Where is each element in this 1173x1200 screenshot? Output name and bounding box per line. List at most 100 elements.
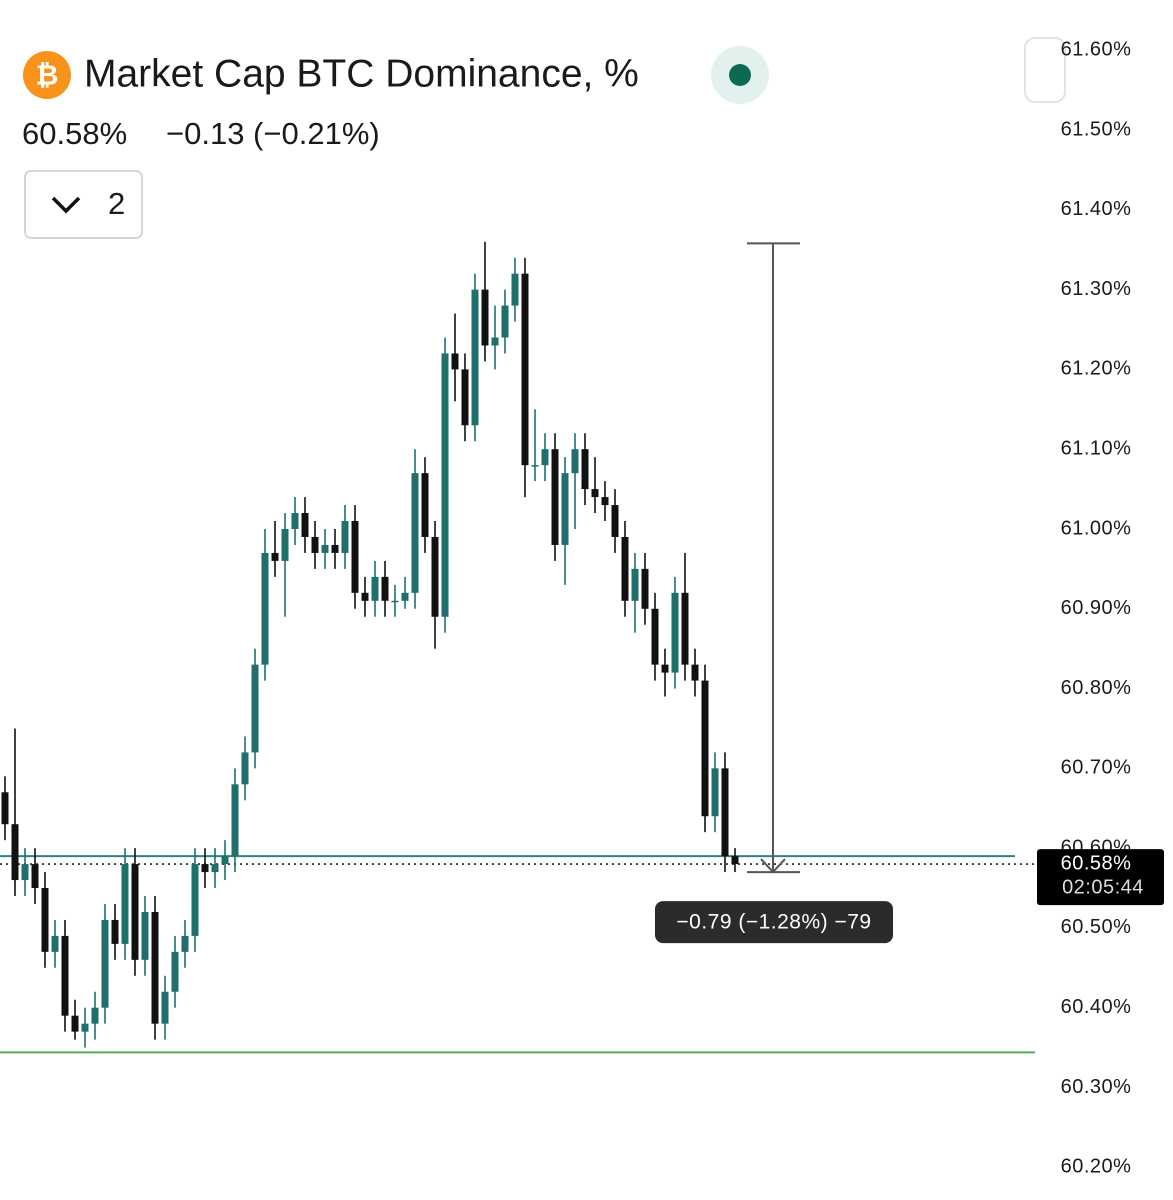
- candle-body: [251, 664, 259, 753]
- candle-body: [511, 273, 519, 306]
- y-tick-label: 60.70%: [1061, 757, 1132, 779]
- candle-body: [11, 824, 19, 881]
- price-tag: [1037, 849, 1164, 906]
- candle-body: [231, 784, 239, 857]
- y-tick-label: 60.50%: [1061, 916, 1132, 938]
- candle-body: [51, 935, 59, 952]
- candle-body: [281, 528, 289, 561]
- candle-body: [71, 1015, 79, 1032]
- y-tick-label: 60.30%: [1061, 1076, 1132, 1098]
- chart-title: Market Cap BTC Dominance, %: [84, 52, 639, 95]
- candle-body: [711, 768, 719, 817]
- candle-body: [701, 680, 709, 817]
- price-tag-countdown: 02:05:44: [1062, 876, 1144, 898]
- candle-body: [311, 536, 319, 553]
- candle-body: [261, 552, 269, 665]
- candle-body: [101, 919, 109, 1008]
- bitcoin-icon: [23, 51, 71, 99]
- candle-body: [461, 369, 469, 426]
- candle-body: [131, 864, 139, 960]
- y-tick-label: 60.20%: [1061, 1156, 1132, 1178]
- y-tick-label: 61.50%: [1061, 118, 1132, 140]
- candle-body: [501, 305, 509, 338]
- price-tag-label: 60.58%: [1061, 852, 1132, 874]
- y-tick-label: 61.20%: [1061, 358, 1132, 380]
- candle-body: [591, 489, 599, 498]
- candle-body: [371, 576, 379, 601]
- candle-body: [521, 273, 529, 466]
- candle-body: [151, 911, 159, 1024]
- candle-body: [351, 521, 359, 593]
- candle-body: [331, 544, 339, 553]
- indicator-toggle[interactable]: [24, 170, 143, 239]
- candle-body: [631, 568, 639, 601]
- candle-body: [211, 864, 219, 873]
- y-tick-label: 60.40%: [1061, 996, 1132, 1018]
- candle-body: [651, 608, 659, 665]
- measure-tooltip: [655, 901, 893, 944]
- candle-body: [541, 449, 549, 466]
- candle-body: [61, 935, 69, 1016]
- bitcoin-symbol: ₿: [36, 59, 59, 90]
- y-tick-label: 61.00%: [1061, 517, 1132, 539]
- candle-body: [441, 353, 449, 617]
- candle-body: [141, 911, 149, 960]
- candle-body: [241, 752, 249, 785]
- candle-body: [91, 1007, 99, 1024]
- candle-body: [161, 991, 169, 1024]
- y-tick-label: 60.90%: [1061, 597, 1132, 619]
- status-dot: [729, 64, 751, 86]
- candle-body: [41, 888, 49, 952]
- y-tick-label: 61.30%: [1061, 278, 1132, 300]
- candle-body: [731, 856, 739, 865]
- candle-body: [431, 536, 439, 617]
- candle-body: [451, 353, 459, 370]
- candle-body: [551, 449, 559, 545]
- candle-body: [121, 864, 129, 944]
- candle-body: [301, 513, 309, 537]
- candle-body: [21, 864, 29, 881]
- change: −0.13 (−0.21%): [166, 116, 380, 151]
- candle-body: [411, 473, 419, 593]
- candle-body: [531, 465, 539, 467]
- chevron-icon: [51, 196, 81, 214]
- candle-body: [421, 473, 429, 537]
- candle-body: [1, 792, 9, 825]
- candle-body: [641, 568, 649, 609]
- measure-label: −0.79 (−1.28%) −79: [676, 911, 871, 934]
- candle-body: [471, 289, 479, 426]
- y-tick-label: 60.80%: [1061, 677, 1132, 699]
- candle-body: [481, 289, 489, 346]
- candle-body: [691, 664, 699, 681]
- candle-body: [401, 592, 409, 601]
- candle-body: [721, 768, 729, 857]
- candle-body: [391, 600, 399, 603]
- candle-body: [561, 473, 569, 545]
- candle-body: [381, 576, 389, 601]
- candle-body: [681, 592, 689, 665]
- candle-body: [201, 864, 209, 873]
- candle-body: [491, 337, 499, 346]
- candle-body: [671, 592, 679, 673]
- y-tick-label: 61.60%: [1061, 39, 1132, 61]
- y-tick-label: 61.40%: [1061, 198, 1132, 220]
- indicator-count: 2: [108, 186, 125, 221]
- panel-edge: [1024, 37, 1066, 103]
- candle-body: [181, 935, 189, 952]
- candle-body: [111, 919, 119, 944]
- candle-body: [571, 449, 579, 474]
- candle-body: [81, 1023, 89, 1032]
- candle-body: [221, 856, 229, 865]
- candle-body: [321, 544, 329, 553]
- last-value: 60.58%: [22, 116, 127, 151]
- candle-body: [341, 521, 349, 553]
- candle-body: [291, 513, 299, 529]
- candle-body: [271, 552, 279, 561]
- candle-body: [31, 864, 39, 889]
- candle-body: [191, 864, 199, 936]
- y-tick-label: 61.10%: [1061, 437, 1132, 459]
- candle-body: [621, 536, 629, 601]
- candle-body: [171, 951, 179, 992]
